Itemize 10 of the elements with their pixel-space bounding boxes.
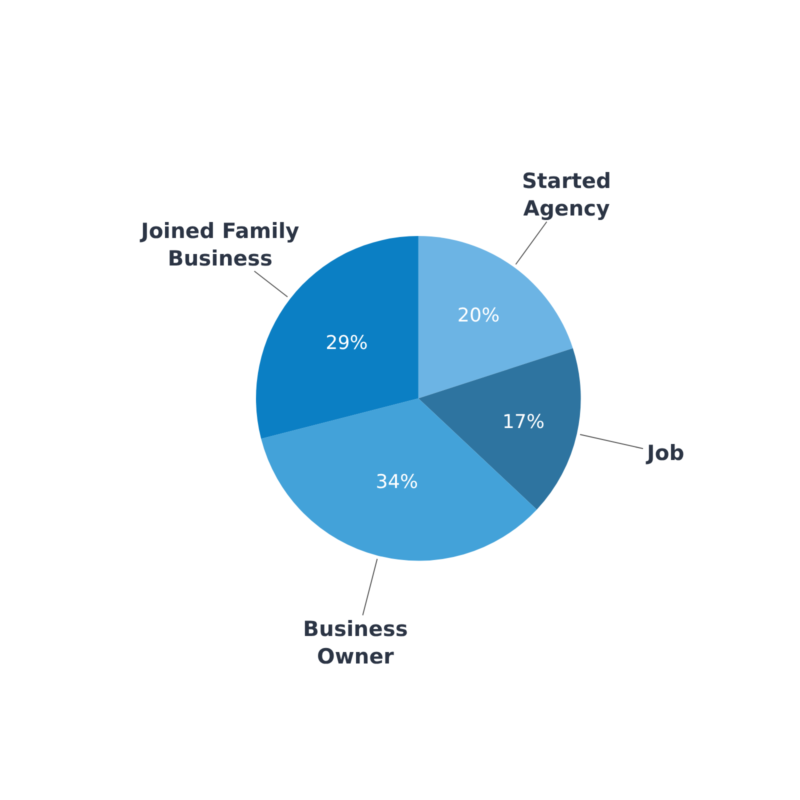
pie-slice (418, 236, 573, 398)
pie-slice (418, 348, 581, 510)
slice-label: Business Owner (303, 617, 408, 668)
data-label: 34% (376, 471, 418, 494)
data-label: 29% (326, 332, 368, 354)
slice-label: Job (645, 441, 684, 465)
slice-label: Started Agency (522, 169, 612, 220)
data-label: 17% (502, 410, 545, 433)
slice-label: Joined Family Business (139, 219, 300, 270)
data-label: 20% (457, 304, 500, 327)
